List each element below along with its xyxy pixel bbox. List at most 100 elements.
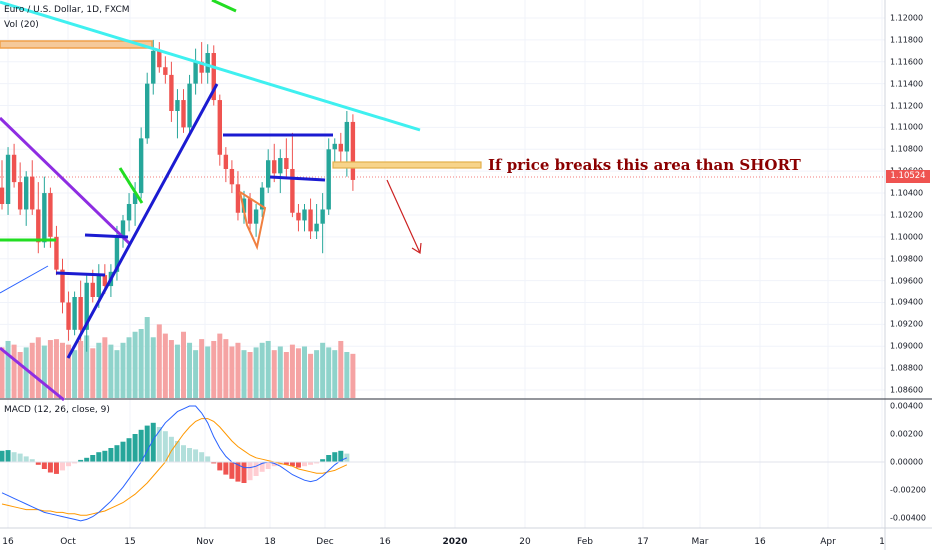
macd-histogram-bar — [217, 462, 223, 471]
candle[interactable] — [60, 258, 65, 314]
candle[interactable] — [11, 143, 17, 188]
candle[interactable] — [157, 42, 162, 73]
candle[interactable] — [24, 171, 29, 226]
candle[interactable] — [163, 56, 168, 84]
candle[interactable] — [278, 149, 283, 194]
time-tick-label: 2020 — [442, 537, 468, 547]
volume-label[interactable]: Vol (20) — [4, 20, 39, 30]
candle[interactable] — [78, 280, 83, 341]
candle-body — [102, 275, 108, 287]
candle-body — [296, 212, 301, 221]
candle[interactable] — [296, 204, 301, 232]
candle[interactable] — [120, 214, 126, 248]
blue-trendline[interactable] — [66, 83, 219, 359]
candle[interactable] — [217, 94, 222, 166]
candle[interactable] — [187, 74, 192, 133]
candle[interactable] — [84, 275, 89, 352]
candle[interactable] — [235, 171, 241, 221]
macd-label[interactable]: MACD (12, 26, close, 9) — [4, 405, 110, 415]
purple-lower-line[interactable] — [0, 346, 65, 402]
purple-channel-line[interactable] — [0, 116, 132, 246]
candle[interactable] — [350, 114, 356, 191]
blue-level-4[interactable] — [269, 175, 326, 182]
candle[interactable] — [302, 204, 307, 232]
macd-tick-label: -0.00400 — [890, 513, 926, 523]
candle-body — [17, 182, 23, 210]
macd-histogram-bar — [302, 462, 307, 467]
candle[interactable] — [326, 138, 331, 215]
candlesticks[interactable] — [0, 39, 356, 352]
candle-body — [302, 209, 307, 221]
orange-flag[interactable] — [239, 191, 267, 251]
candle[interactable] — [338, 132, 343, 166]
candle[interactable] — [253, 204, 259, 237]
candle[interactable] — [223, 147, 229, 183]
candle[interactable] — [138, 127, 144, 199]
candle[interactable] — [30, 160, 35, 215]
candle[interactable] — [42, 176, 47, 248]
candle-body — [205, 53, 210, 73]
candle[interactable] — [54, 225, 59, 276]
macd-histogram-bar — [138, 429, 144, 462]
candle[interactable] — [72, 291, 77, 336]
volume-bar — [187, 342, 193, 398]
volume-bar — [211, 340, 217, 398]
volume-bar — [35, 337, 41, 398]
candle-body — [11, 154, 17, 183]
symbol-title[interactable]: Euro / U.S. Dollar, 1D, FXCM — [4, 5, 130, 15]
candle[interactable] — [266, 149, 271, 194]
candle[interactable] — [0, 160, 5, 210]
candle[interactable] — [259, 182, 265, 218]
candle[interactable] — [175, 89, 180, 139]
candle[interactable] — [181, 89, 186, 133]
volume-bar — [150, 337, 156, 398]
volume-bar — [114, 350, 120, 398]
candle-body — [96, 275, 101, 297]
macd-histogram-bar — [23, 456, 29, 462]
candle[interactable] — [5, 147, 11, 215]
candle[interactable] — [66, 291, 71, 341]
volume-bar — [144, 317, 150, 398]
candle-body — [120, 220, 126, 237]
price-tick-label: 1.11400 — [890, 79, 924, 89]
short-arrow-shaft[interactable] — [386, 179, 421, 254]
macd-histogram-bar — [29, 459, 35, 462]
candle-body — [151, 50, 156, 84]
thin-blue-line[interactable] — [0, 265, 49, 294]
macd-histogram-bar — [5, 450, 11, 462]
candle[interactable] — [332, 138, 337, 166]
green-marker-top[interactable] — [211, 0, 237, 13]
blue-level-1[interactable] — [84, 233, 129, 239]
macd-histogram-bar — [144, 425, 150, 462]
green-marker-mid[interactable] — [118, 167, 144, 204]
candle[interactable] — [284, 138, 289, 177]
drawings[interactable] — [0, 0, 482, 402]
resistance-zone[interactable] — [0, 40, 153, 49]
candle[interactable] — [17, 162, 23, 215]
candle[interactable] — [320, 193, 325, 254]
candle-body — [138, 138, 144, 194]
time-tick-label: Mar — [691, 537, 709, 547]
blue-level-2[interactable] — [55, 271, 106, 277]
volume-bar — [96, 342, 102, 398]
candle[interactable] — [169, 61, 174, 122]
candle[interactable] — [126, 193, 132, 232]
candle[interactable] — [211, 45, 216, 106]
breakdown-zone[interactable] — [332, 161, 482, 169]
candle[interactable] — [48, 187, 53, 248]
candle[interactable] — [229, 160, 235, 194]
candle[interactable] — [290, 132, 295, 218]
volume-bar — [66, 344, 72, 398]
candle[interactable] — [314, 204, 319, 240]
short-arrow-head[interactable] — [411, 242, 422, 255]
candle[interactable] — [193, 48, 198, 95]
macd-histogram-bar — [314, 462, 320, 464]
cyan-trendline[interactable] — [0, 0, 421, 132]
candle-body — [187, 83, 192, 128]
candle[interactable] — [308, 198, 313, 240]
volume-bar — [84, 335, 90, 398]
candle[interactable] — [145, 72, 150, 144]
macd-tick-label: 0.00000 — [890, 457, 924, 467]
